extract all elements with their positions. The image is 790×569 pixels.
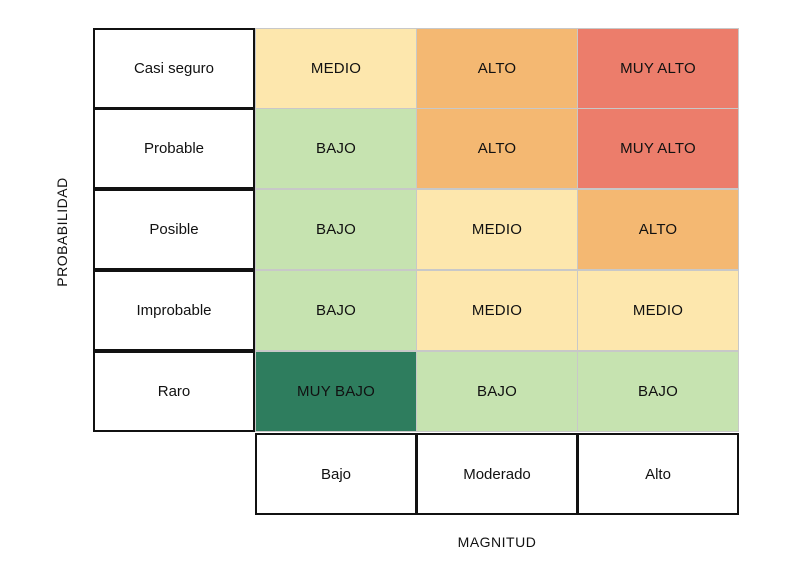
risk-cell: BAJO xyxy=(255,108,417,189)
risk-cell: ALTO xyxy=(577,189,739,270)
y-axis-label: PROBABILIDAD xyxy=(54,177,70,287)
row-label-probable: Probable xyxy=(93,108,255,189)
risk-cell: MEDIO xyxy=(416,189,578,270)
row-label-improbable: Improbable xyxy=(93,270,255,351)
risk-cell: ALTO xyxy=(416,28,578,109)
risk-cell: MUY BAJO xyxy=(255,351,417,432)
col-label-moderado: Moderado xyxy=(416,433,578,515)
risk-cell: MEDIO xyxy=(255,28,417,109)
risk-cell: BAJO xyxy=(255,270,417,351)
risk-cell: MEDIO xyxy=(416,270,578,351)
risk-cell: MUY ALTO xyxy=(577,28,739,109)
col-label-alto: Alto xyxy=(577,433,739,515)
row-label-raro: Raro xyxy=(93,351,255,432)
x-axis-label: MAGNITUD xyxy=(457,534,537,550)
risk-cell: MUY ALTO xyxy=(577,108,739,189)
risk-cell: MEDIO xyxy=(577,270,739,351)
risk-cell: BAJO xyxy=(255,189,417,270)
risk-cell: BAJO xyxy=(416,351,578,432)
row-label-casi-seguro: Casi seguro xyxy=(93,28,255,109)
col-label-bajo: Bajo xyxy=(255,433,417,515)
risk-cell: BAJO xyxy=(577,351,739,432)
row-label-posible: Posible xyxy=(93,189,255,270)
risk-cell: ALTO xyxy=(416,108,578,189)
